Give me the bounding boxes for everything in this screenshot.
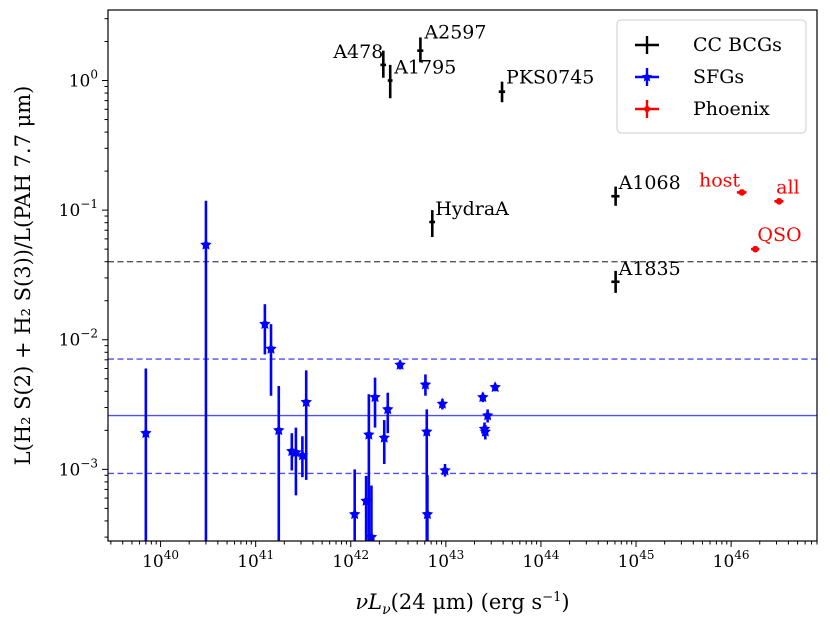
annotation-all: all bbox=[776, 176, 799, 198]
annotation-a2597: A2597 bbox=[423, 22, 486, 44]
star-marker bbox=[369, 391, 381, 403]
dot-marker bbox=[738, 189, 746, 196]
point-1-21 bbox=[439, 463, 451, 477]
point-1-11 bbox=[363, 394, 375, 541]
star-marker bbox=[421, 425, 433, 437]
point-1-13 bbox=[369, 377, 381, 428]
x-tick-label: 1042 bbox=[332, 548, 369, 572]
star-marker bbox=[421, 508, 434, 520]
tick-labels: 1040 1041 1042 1043 1044 1045 1046 10−3 10−2 10−1… bbox=[59, 68, 750, 572]
point-1-22 bbox=[477, 391, 489, 403]
star-marker bbox=[259, 318, 271, 329]
point-1-20 bbox=[436, 397, 449, 410]
legend-entry-sfgs: SFGs bbox=[635, 66, 744, 88]
x-tick-label: 1044 bbox=[522, 548, 559, 572]
annotation-a1068: A1068 bbox=[618, 172, 681, 194]
legend-entry-cc-bcgs: CC BCGs bbox=[635, 34, 782, 56]
series-phoenix bbox=[736, 189, 784, 253]
star-marker bbox=[273, 424, 285, 436]
dot-marker bbox=[775, 197, 783, 205]
legend-label: Phoenix bbox=[693, 98, 770, 120]
point-1-0 bbox=[140, 368, 152, 541]
legend-label: CC BCGs bbox=[693, 34, 782, 56]
legend-dot bbox=[644, 106, 650, 112]
star-marker bbox=[439, 464, 451, 476]
point-1-3 bbox=[265, 324, 277, 396]
star-marker bbox=[363, 428, 375, 440]
series-sfgs bbox=[140, 200, 501, 541]
y-tick-label: 10−3 bbox=[59, 456, 98, 480]
point-1-12 bbox=[365, 485, 378, 541]
point-2-0 bbox=[736, 189, 747, 196]
legend: CC BCGs SFGs Phoenix bbox=[616, 19, 807, 134]
y-tick-label: 10−1 bbox=[59, 197, 98, 221]
point-1-2 bbox=[259, 304, 271, 355]
point-1-15 bbox=[382, 392, 394, 434]
x-tick-label: 1046 bbox=[713, 548, 750, 572]
annotation-host: host bbox=[699, 169, 740, 191]
y-axis-label: L(H₂ S(2) + H₂ S(3))/L(PAH 7.7 μm) bbox=[11, 86, 35, 466]
data-points bbox=[140, 37, 784, 541]
point-0-0 bbox=[380, 50, 387, 78]
point-1-25 bbox=[481, 409, 494, 423]
star-marker bbox=[300, 396, 312, 407]
annotation-hydraa: HydraA bbox=[435, 198, 509, 220]
point-0-2 bbox=[387, 64, 393, 99]
point-1-9 bbox=[348, 469, 361, 541]
x-axis-label: νLν(24 μm) (erg s−1) bbox=[355, 590, 569, 618]
series-cc-bcgs bbox=[380, 37, 620, 293]
point-1-19 bbox=[421, 475, 434, 541]
star-marker bbox=[348, 508, 361, 520]
annotation-a1795: A1795 bbox=[393, 57, 456, 79]
point-2-1 bbox=[774, 197, 784, 205]
point-1-17 bbox=[419, 374, 432, 396]
reference-lines bbox=[108, 261, 817, 475]
star-marker bbox=[394, 358, 406, 370]
x-tick-label: 1045 bbox=[618, 548, 655, 572]
x-tick-label: 1043 bbox=[427, 548, 464, 572]
annotation-a478: A478 bbox=[332, 41, 383, 63]
point-0-3 bbox=[498, 81, 506, 103]
point-1-24 bbox=[479, 424, 492, 440]
y-tick-label: 100 bbox=[69, 68, 98, 92]
star-marker bbox=[365, 531, 378, 541]
x-tick-label: 1040 bbox=[142, 548, 179, 572]
point-0-5 bbox=[611, 186, 620, 206]
star-marker bbox=[200, 238, 212, 250]
legend-box bbox=[616, 19, 807, 134]
point-1-8 bbox=[300, 370, 312, 480]
annotation-qso: QSO bbox=[757, 224, 801, 246]
star-marker bbox=[436, 397, 449, 409]
point-1-26 bbox=[489, 381, 501, 393]
y-tick-label: 10−2 bbox=[59, 327, 98, 351]
point-1-14 bbox=[378, 420, 390, 464]
plot-frame bbox=[107, 9, 818, 542]
star-marker bbox=[477, 391, 489, 403]
star-marker bbox=[481, 409, 494, 421]
point-annotations: A478 A2597 A1795 PKS0745 HydraA A1068 A1835 hos… bbox=[332, 22, 801, 280]
legend-entry-phoenix: Phoenix bbox=[635, 98, 770, 120]
dot-marker bbox=[752, 245, 759, 253]
star-marker bbox=[489, 381, 501, 393]
axis-ticks bbox=[102, 18, 818, 547]
annotation-a1835: A1835 bbox=[618, 258, 681, 280]
annotation-pks0745: PKS0745 bbox=[506, 67, 594, 89]
legend-star bbox=[641, 71, 653, 82]
point-0-4 bbox=[429, 210, 436, 238]
star-marker bbox=[382, 403, 394, 415]
legend-label: SFGs bbox=[693, 66, 744, 88]
point-1-16 bbox=[394, 358, 406, 370]
star-marker bbox=[265, 342, 277, 354]
point-1-1 bbox=[200, 200, 212, 541]
point-2-2 bbox=[751, 245, 760, 253]
star-marker bbox=[419, 378, 432, 390]
point-0-6 bbox=[611, 270, 620, 293]
point-1-4 bbox=[273, 385, 285, 541]
star-marker bbox=[479, 425, 492, 437]
star-marker bbox=[140, 427, 152, 439]
point-0-1 bbox=[417, 37, 424, 63]
star-marker bbox=[378, 431, 390, 443]
x-tick-label: 1041 bbox=[237, 548, 274, 572]
